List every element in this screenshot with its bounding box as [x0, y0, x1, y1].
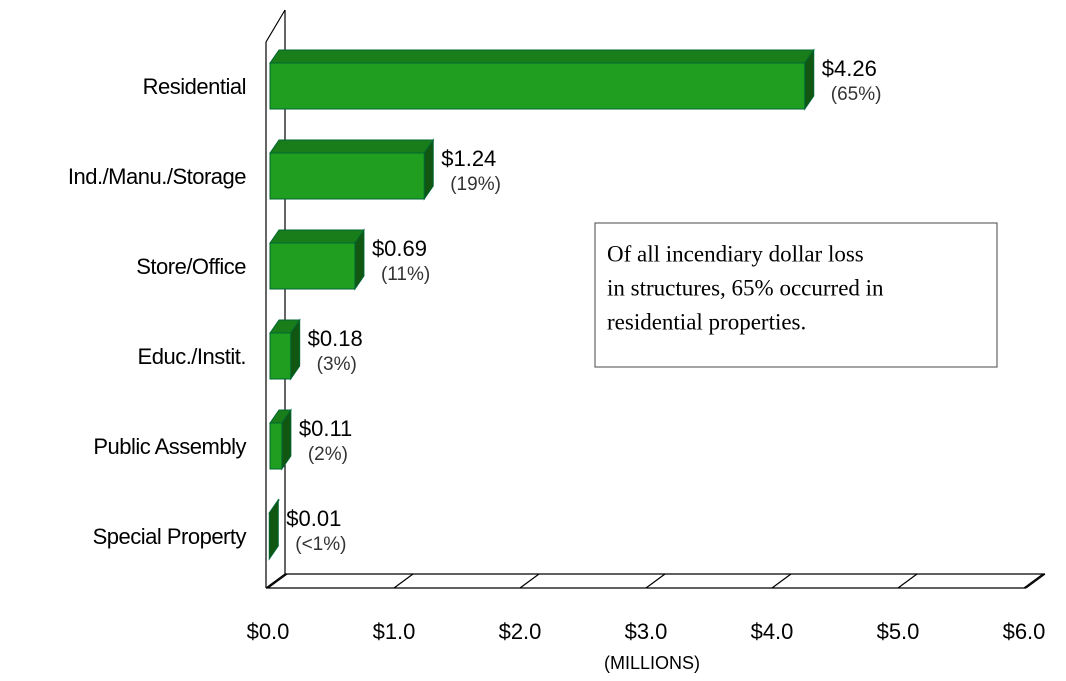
percent-label: (11%) [381, 264, 430, 285]
annotation-line: residential properties. [607, 309, 806, 334]
x-tick-label: $0.0 [247, 619, 290, 644]
data-label: $0.01 [286, 506, 341, 531]
y-tick-label: Special Property [93, 524, 247, 549]
y-tick-label: Residential [143, 74, 246, 99]
x-tick-label: $1.0 [373, 619, 416, 644]
floor-right-edge [1025, 573, 1046, 589]
tick-mark [519, 573, 540, 589]
top-left-edge [265, 9, 286, 43]
data-label: $1.24 [441, 146, 496, 171]
percent-label: (65%) [831, 84, 882, 105]
annotation-line: in structures, 65% occurred in [607, 275, 884, 300]
data-label: $0.69 [372, 236, 427, 261]
x-tick-label: $3.0 [625, 619, 668, 644]
x-axis-label: (MILLIONS) [604, 653, 700, 673]
bar [269, 242, 356, 290]
annotation-box [594, 222, 998, 368]
bar [269, 332, 292, 380]
percent-label: (<1%) [295, 534, 346, 555]
tick-mark [1023, 573, 1044, 589]
bar [269, 152, 425, 200]
tick-mark [267, 573, 288, 589]
bar-top [269, 229, 365, 244]
x-tick-label: $2.0 [499, 619, 542, 644]
y-tick-label: Public Assembly [93, 434, 246, 459]
tick-mark [645, 573, 666, 589]
bar-side [268, 498, 279, 561]
x-tick-label: $4.0 [751, 619, 794, 644]
tick-mark [897, 573, 918, 589]
percent-label: (19%) [450, 174, 501, 195]
percent-label: (3%) [317, 354, 357, 375]
bar-top [269, 139, 435, 154]
bar [269, 422, 283, 470]
percent-label: (2%) [308, 444, 348, 465]
data-label: $4.26 [822, 56, 877, 81]
tick-mark [771, 573, 792, 589]
floor-left-edge [265, 573, 286, 589]
annotation-line: Of all incendiary dollar loss [607, 241, 864, 266]
bar [269, 62, 806, 110]
data-label: $0.11 [299, 416, 352, 441]
tick-mark [393, 573, 414, 589]
bar-top [269, 49, 815, 64]
y-tick-label: Store/Office [136, 254, 246, 279]
x-tick-label: $6.0 [1003, 619, 1046, 644]
x-tick-label: $5.0 [877, 619, 920, 644]
data-label: $0.18 [308, 326, 363, 351]
y-tick-label: Educ./Instit. [138, 344, 246, 369]
y-tick-label: Ind./Manu./Storage [68, 164, 246, 189]
